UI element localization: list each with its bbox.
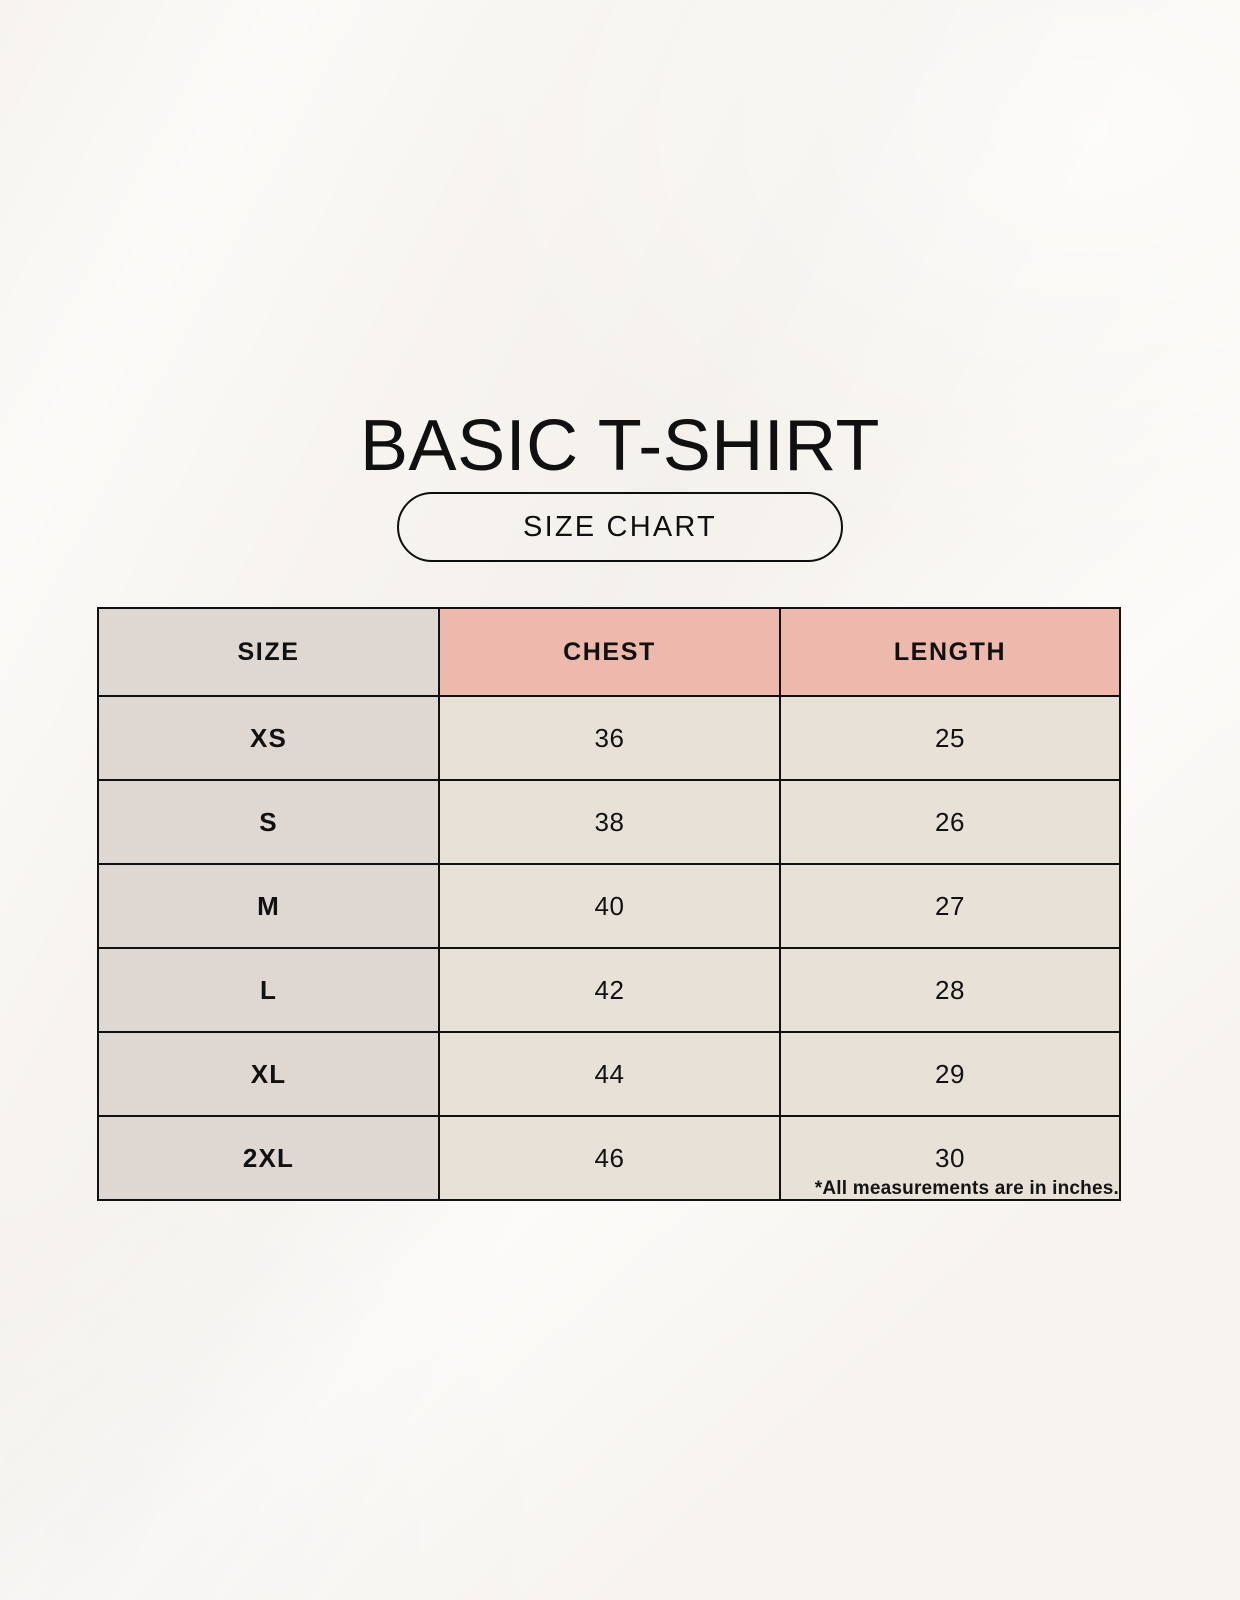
cell-chest: 38 — [438, 779, 781, 865]
table-row: M 40 27 — [97, 863, 1121, 949]
cell-chest: 36 — [438, 695, 781, 781]
badge-container: SIZE CHART — [0, 492, 1240, 562]
cell-length: 30 — [779, 1115, 1121, 1201]
table-body: XS 36 25 S 38 26 M 40 27 L 42 28 — [97, 695, 1121, 1201]
cell-length: 25 — [779, 695, 1121, 781]
cell-size: 2XL — [97, 1115, 440, 1201]
table-header-row: SIZE CHEST LENGTH — [97, 607, 1121, 697]
cell-chest: 44 — [438, 1031, 781, 1117]
column-header-chest: CHEST — [438, 607, 781, 697]
table-row: L 42 28 — [97, 947, 1121, 1033]
cell-size: S — [97, 779, 440, 865]
table-row: XS 36 25 — [97, 695, 1121, 781]
cell-size: L — [97, 947, 440, 1033]
table-row: 2XL 46 30 — [97, 1115, 1121, 1201]
cell-chest: 40 — [438, 863, 781, 949]
cell-size: M — [97, 863, 440, 949]
cell-chest: 42 — [438, 947, 781, 1033]
measurement-units-note: *All measurements are in inches. — [814, 1178, 1119, 1199]
cell-length: 29 — [779, 1031, 1121, 1117]
size-table-container: SIZE CHEST LENGTH XS 36 25 S 38 26 M — [97, 607, 1121, 1201]
size-table: SIZE CHEST LENGTH XS 36 25 S 38 26 M — [97, 607, 1121, 1201]
cell-length: 28 — [779, 947, 1121, 1033]
table-row: S 38 26 — [97, 779, 1121, 865]
page-title: BASIC T-SHIRT — [360, 406, 880, 487]
table-row: XL 44 29 — [97, 1031, 1121, 1117]
cell-length: 27 — [779, 863, 1121, 949]
column-header-length: LENGTH — [779, 607, 1121, 697]
cell-chest: 46 — [438, 1115, 781, 1201]
size-chart-badge: SIZE CHART — [397, 492, 843, 562]
column-header-size: SIZE — [97, 607, 440, 697]
cell-length: 26 — [779, 779, 1121, 865]
table-header: SIZE CHEST LENGTH — [97, 607, 1121, 697]
cell-size: XS — [97, 695, 440, 781]
cell-size: XL — [97, 1031, 440, 1117]
